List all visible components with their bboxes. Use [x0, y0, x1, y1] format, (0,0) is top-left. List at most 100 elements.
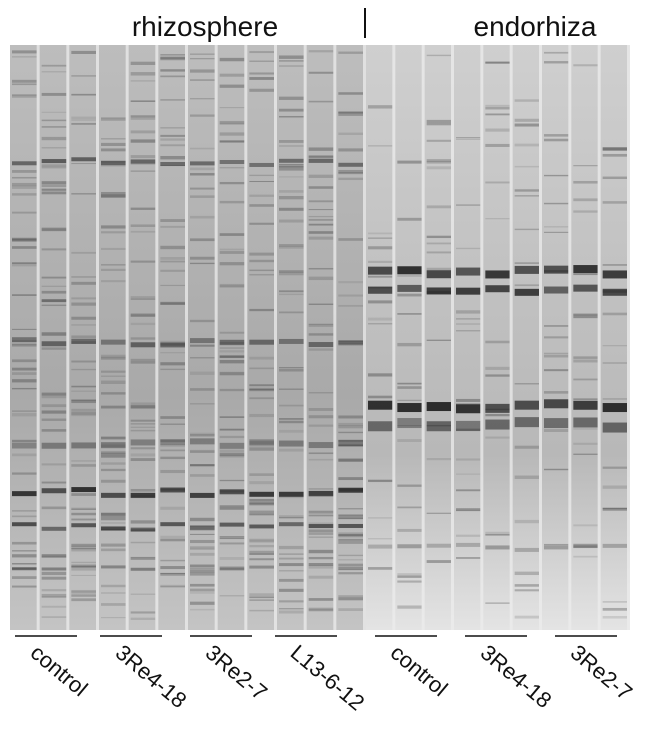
band [338, 340, 363, 346]
band [426, 267, 451, 271]
band [101, 195, 126, 198]
band [279, 60, 304, 62]
band [279, 608, 304, 610]
band [101, 492, 126, 498]
band [514, 265, 539, 274]
band [514, 475, 539, 479]
band [71, 561, 96, 564]
band [279, 491, 304, 497]
band [544, 134, 569, 137]
band [12, 563, 37, 565]
band [485, 143, 510, 147]
band [12, 94, 37, 98]
band [602, 201, 627, 204]
band [514, 615, 539, 619]
band [12, 550, 37, 552]
band [101, 512, 126, 516]
band [397, 293, 422, 297]
band [338, 508, 363, 510]
band [249, 593, 274, 597]
band [397, 382, 422, 385]
band [12, 237, 37, 241]
band [71, 518, 96, 521]
band [71, 590, 96, 595]
band [41, 159, 67, 164]
band [190, 58, 215, 60]
band [160, 585, 185, 588]
band [456, 404, 481, 414]
band [41, 136, 67, 141]
band [602, 270, 627, 279]
band [130, 439, 156, 446]
band [338, 569, 363, 571]
band [279, 246, 304, 249]
band [338, 294, 363, 297]
band [456, 458, 481, 461]
band [279, 553, 304, 555]
band [368, 246, 393, 250]
band [190, 195, 215, 198]
band [190, 161, 215, 166]
band [160, 269, 185, 272]
band [308, 50, 334, 53]
band [101, 468, 126, 472]
band [41, 285, 67, 287]
band [101, 339, 126, 345]
band [101, 437, 126, 440]
band [602, 147, 627, 151]
band [544, 325, 569, 327]
band [368, 567, 393, 570]
band [160, 559, 185, 562]
band [41, 526, 67, 531]
band [160, 343, 185, 347]
band [573, 400, 598, 410]
band [219, 200, 245, 204]
band [368, 395, 393, 399]
band [514, 143, 539, 147]
band [456, 542, 481, 547]
band [485, 61, 510, 64]
band [71, 594, 96, 597]
band [160, 342, 185, 348]
band [160, 138, 185, 141]
band [190, 552, 215, 556]
band [602, 288, 627, 296]
band [12, 567, 37, 571]
band [71, 302, 96, 306]
band [101, 380, 126, 384]
band [249, 413, 274, 418]
band [190, 449, 215, 453]
band [249, 441, 274, 445]
band [279, 429, 304, 433]
band [41, 463, 67, 466]
band [101, 462, 126, 465]
band [249, 356, 274, 360]
band [456, 473, 481, 475]
band [41, 290, 67, 294]
band [130, 492, 156, 498]
lane-gap [480, 45, 484, 630]
band [279, 176, 304, 178]
band [308, 598, 334, 601]
band [160, 225, 185, 228]
band [279, 140, 304, 143]
band [279, 517, 304, 519]
lane-labels: control 3Re4-18 3Re2-7 L13-6-12 control 3Re4-… [15, 635, 637, 715]
band [514, 284, 539, 287]
band [279, 563, 304, 567]
band [249, 77, 274, 80]
band [12, 239, 37, 242]
band [130, 130, 156, 134]
band [368, 317, 393, 321]
band [190, 474, 215, 477]
band [190, 98, 215, 100]
band [12, 79, 37, 83]
band [602, 507, 627, 510]
band [101, 138, 126, 140]
band [101, 436, 126, 439]
band [544, 418, 569, 429]
band [219, 566, 245, 570]
band [12, 413, 37, 417]
band [71, 493, 96, 496]
